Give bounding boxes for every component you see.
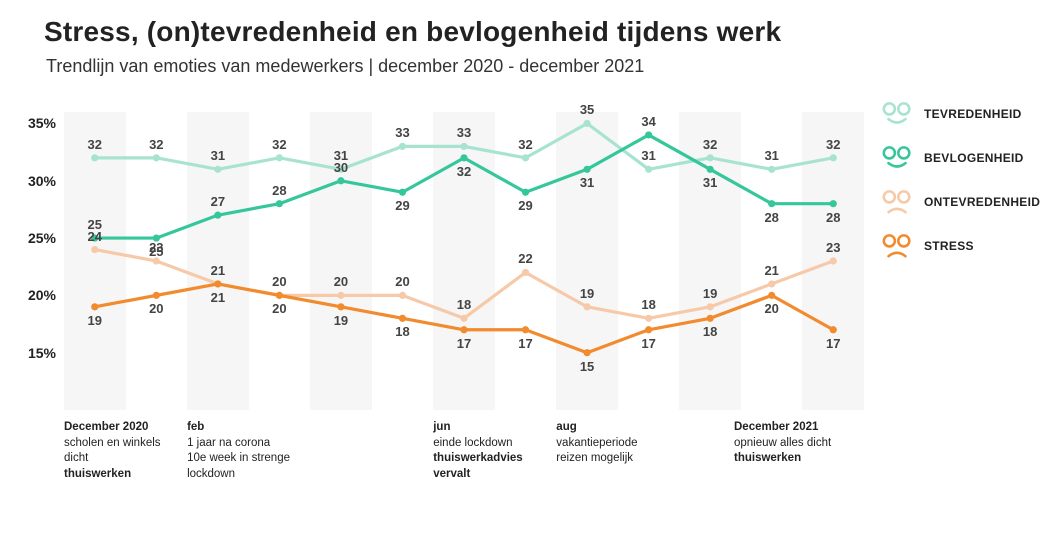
value-label: 20 <box>395 274 409 289</box>
face-happy-icon <box>880 99 914 129</box>
value-label: 31 <box>580 175 594 190</box>
value-label: 32 <box>826 137 840 152</box>
face-happy-icon <box>880 143 914 173</box>
value-label: 18 <box>703 324 717 339</box>
value-label: 15 <box>580 359 594 374</box>
value-label: 22 <box>518 251 532 266</box>
x-annotations: December 2020scholen en winkelsdichtthui… <box>64 420 864 510</box>
value-label: 21 <box>211 290 225 305</box>
value-label: 32 <box>518 137 532 152</box>
y-tick-label: 35% <box>28 115 56 131</box>
value-label: 32 <box>457 164 471 179</box>
value-label: 32 <box>703 137 717 152</box>
legend-label: ONTEVREDENHEID <box>924 195 1040 209</box>
legend-item-bevlogenheid: BEVLOGENHEID <box>880 136 1040 180</box>
y-tick-label: 30% <box>28 173 56 189</box>
value-label: 19 <box>703 286 717 301</box>
value-label: 28 <box>272 183 286 198</box>
value-label: 29 <box>518 198 532 213</box>
legend-item-ontevredenheid: ONTEVREDENHEID <box>880 180 1040 224</box>
value-label: 27 <box>211 194 225 209</box>
value-label: 33 <box>395 125 409 140</box>
page-title: Stress, (on)tevredenheid en bevlogenheid… <box>44 16 781 48</box>
value-label: 21 <box>211 263 225 278</box>
legend-item-stress: STRESS <box>880 224 1040 268</box>
value-label: 23 <box>149 240 163 255</box>
value-label: 33 <box>457 125 471 140</box>
value-label: 17 <box>641 336 655 351</box>
value-label: 28 <box>826 210 840 225</box>
x-axis-annotation: December 2020scholen en winkelsdichtthui… <box>64 420 174 482</box>
x-axis-annotation: feb1 jaar na corona10e week in strengelo… <box>187 420 327 482</box>
value-label: 20 <box>764 301 778 316</box>
value-label: 18 <box>395 324 409 339</box>
legend: TEVREDENHEID BEVLOGENHEID ONTEVREDENHEID… <box>880 92 1040 268</box>
value-label: 19 <box>88 313 102 328</box>
value-label: 30 <box>334 160 348 175</box>
value-label: 34 <box>641 114 655 129</box>
value-label: 28 <box>764 210 778 225</box>
value-label: 20 <box>272 274 286 289</box>
x-axis-annotation: augvakantieperiodereizen mogelijk <box>556 420 676 467</box>
value-label: 17 <box>457 336 471 351</box>
value-label: 24 <box>88 229 102 244</box>
legend-label: TEVREDENHEID <box>924 107 1022 121</box>
value-label: 17 <box>826 336 840 351</box>
plot-area: 3232313231333332353132313225252728302932… <box>64 112 864 410</box>
legend-label: BEVLOGENHEID <box>924 151 1024 165</box>
face-sad-icon <box>880 231 914 261</box>
face-sad-icon <box>880 187 914 217</box>
value-label: 23 <box>826 240 840 255</box>
value-label: 20 <box>272 301 286 316</box>
value-label: 32 <box>149 137 163 152</box>
x-axis-annotation: December 2021opnieuw alles dichtthuiswer… <box>734 420 864 467</box>
y-tick-label: 15% <box>28 345 56 361</box>
value-label: 20 <box>334 274 348 289</box>
value-label: 19 <box>334 313 348 328</box>
value-label: 32 <box>272 137 286 152</box>
y-tick-label: 20% <box>28 287 56 303</box>
value-label: 31 <box>211 148 225 163</box>
value-label: 29 <box>395 198 409 213</box>
value-label: 31 <box>703 175 717 190</box>
value-label: 21 <box>764 263 778 278</box>
value-label: 31 <box>764 148 778 163</box>
value-label: 18 <box>457 297 471 312</box>
x-axis-annotation: juneinde lockdownthuiswerkadvies vervalt <box>433 420 553 482</box>
y-tick-label: 25% <box>28 230 56 246</box>
value-label: 17 <box>518 336 532 351</box>
series-layer <box>64 112 864 410</box>
value-label: 19 <box>580 286 594 301</box>
value-label: 31 <box>641 148 655 163</box>
value-label: 35 <box>580 102 594 117</box>
value-label: 32 <box>88 137 102 152</box>
value-label: 20 <box>149 301 163 316</box>
legend-item-tevredenheid: TEVREDENHEID <box>880 92 1040 136</box>
y-axis: 15% 20% 25% 30% 35% <box>0 112 64 410</box>
page-subtitle: Trendlijn van emoties van medewerkers | … <box>46 56 644 77</box>
value-label: 18 <box>641 297 655 312</box>
legend-label: STRESS <box>924 239 974 253</box>
